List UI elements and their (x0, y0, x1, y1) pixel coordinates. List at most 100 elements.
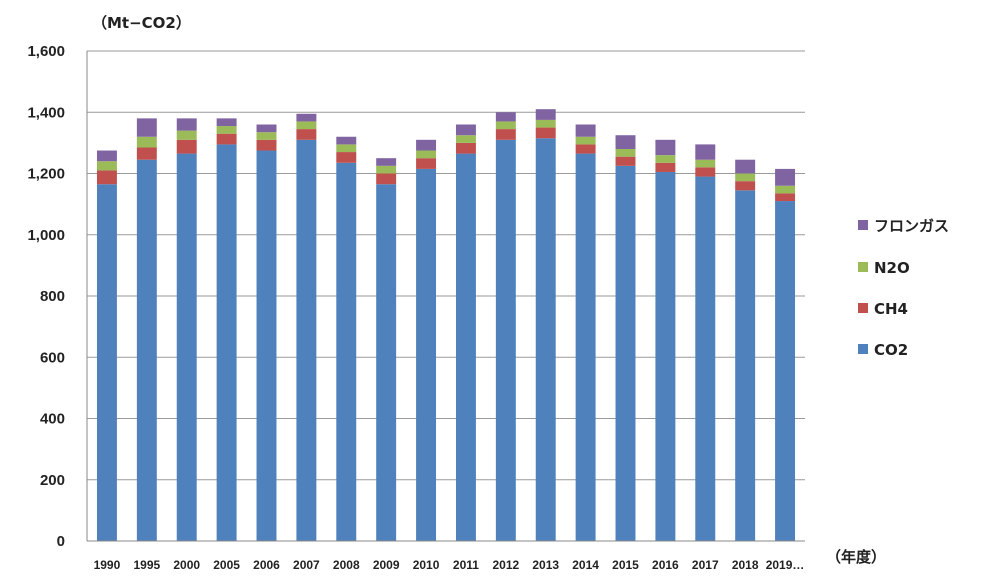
bar-segment-フロンガス (216, 118, 237, 127)
bar-segment-フロンガス (655, 139, 676, 156)
bar-segment-フロンガス (455, 124, 476, 136)
bar-segment-フロンガス (495, 112, 516, 122)
x-tick-label: 2006 (253, 558, 280, 572)
bar-segment-N2O (775, 185, 796, 194)
bar-segment-N2O (336, 144, 357, 153)
x-tick-label: 2012 (492, 558, 519, 572)
y-tick-label: 800 (40, 288, 65, 305)
bar-stack (136, 118, 157, 541)
bar-segment-フロンガス (176, 118, 197, 131)
bar-segment-CO2 (615, 165, 636, 541)
bar-segment-N2O (256, 132, 277, 140)
bar-segment-フロンガス (695, 144, 716, 160)
bar-segment-CH4 (376, 173, 397, 185)
bar-stack (376, 158, 397, 541)
bar-segment-CO2 (216, 144, 237, 541)
bar-segment-フロンガス (416, 139, 437, 151)
bar-segment-N2O (575, 136, 596, 145)
x-tick-label: 2009 (373, 558, 400, 572)
y-axis-ticks: 0 200 400 600 800 1,000 1,200 1,400 1,600 (27, 43, 65, 550)
x-tick-label: 1990 (94, 558, 121, 572)
x-tick-label: 2005 (213, 558, 240, 572)
bar-stack (575, 124, 596, 541)
bar-segment-N2O (655, 155, 676, 163)
y-tick-label: 1,000 (27, 227, 65, 244)
legend-item: フロンガス (858, 217, 949, 235)
y-axis-unit-label: （Mt−CO2） (92, 14, 191, 32)
x-axis-ticks: 1990 1995 2000 2005 2006 2007 2008 2009 2010 2011… (94, 558, 805, 572)
bar-segment-N2O (615, 149, 636, 157)
bar-segment-CH4 (695, 167, 716, 177)
bar-segment-CH4 (615, 156, 636, 166)
bar-segment-CH4 (256, 139, 277, 151)
x-tick-label: 2013 (532, 558, 559, 572)
gridlines (87, 50, 805, 481)
bar-segment-N2O (296, 121, 317, 130)
bar-segment-CH4 (216, 133, 237, 145)
legend-label: フロンガス (874, 217, 949, 235)
bar-stack (296, 113, 317, 541)
legend-swatch (858, 262, 868, 272)
legend-label: CH4 (874, 300, 908, 318)
bar-stack (695, 144, 716, 541)
bar-stack (176, 118, 197, 541)
x-tick-label: 2008 (333, 558, 360, 572)
bar-segment-フロンガス (336, 136, 357, 145)
bar-segment-CH4 (416, 158, 437, 169)
bar-stack (775, 168, 796, 541)
x-tick-label: 2016 (652, 558, 679, 572)
bar-stack (416, 139, 437, 541)
x-tick-label: 2010 (413, 558, 440, 572)
bar-stack (535, 109, 556, 541)
bar-segment-N2O (735, 173, 756, 182)
legend-swatch (858, 344, 868, 354)
bar-segment-N2O (96, 161, 117, 171)
bar-segment-CH4 (655, 162, 676, 172)
bar-segment-CH4 (96, 170, 117, 185)
bar-segment-CH4 (575, 144, 596, 154)
y-tick-label: 600 (40, 349, 65, 366)
x-tick-label: 2017 (692, 558, 719, 572)
bar-segment-CO2 (655, 171, 676, 541)
bar-segment-CH4 (336, 152, 357, 163)
bar-segment-CO2 (695, 176, 716, 541)
x-tick-label: 2000 (173, 558, 200, 572)
bar-stack (495, 112, 516, 541)
bar-segment-N2O (695, 159, 716, 168)
bar-segment-フロンガス (575, 124, 596, 137)
bar-segment-フロンガス (615, 135, 636, 149)
bar-segment-N2O (216, 126, 237, 134)
x-axis-label: （年度） (826, 548, 886, 566)
bars (96, 109, 796, 541)
x-tick-label: 2018 (732, 558, 759, 572)
y-tick-label: 1,400 (27, 104, 65, 121)
bar-segment-フロンガス (96, 150, 117, 162)
bar-segment-フロンガス (136, 118, 157, 137)
bar-segment-CO2 (735, 190, 756, 541)
bar-segment-CO2 (256, 150, 277, 541)
bar-segment-CO2 (455, 153, 476, 541)
legend-swatch (858, 303, 868, 313)
bar-stack (615, 135, 636, 541)
y-tick-label: 400 (40, 411, 65, 428)
bar-segment-CH4 (495, 129, 516, 140)
bar-segment-CO2 (176, 153, 197, 541)
bar-segment-CO2 (376, 184, 397, 541)
bar-stack (735, 159, 756, 541)
bar-stack (455, 124, 476, 541)
bar-segment-CH4 (136, 147, 157, 160)
bar-segment-N2O (416, 150, 437, 159)
bar-segment-N2O (136, 136, 157, 148)
bar-segment-N2O (455, 135, 476, 143)
y-tick-label: 1,200 (27, 166, 65, 183)
x-tick-label: 1995 (133, 558, 160, 572)
bar-segment-CO2 (575, 153, 596, 541)
bar-stack (655, 139, 676, 541)
x-tick-label: 2011 (453, 558, 479, 572)
bar-segment-CH4 (775, 193, 796, 202)
bar-segment-CO2 (296, 139, 317, 541)
y-tick-label: 1,600 (27, 43, 65, 60)
bar-stack (96, 150, 117, 541)
bar-stack (256, 124, 277, 541)
